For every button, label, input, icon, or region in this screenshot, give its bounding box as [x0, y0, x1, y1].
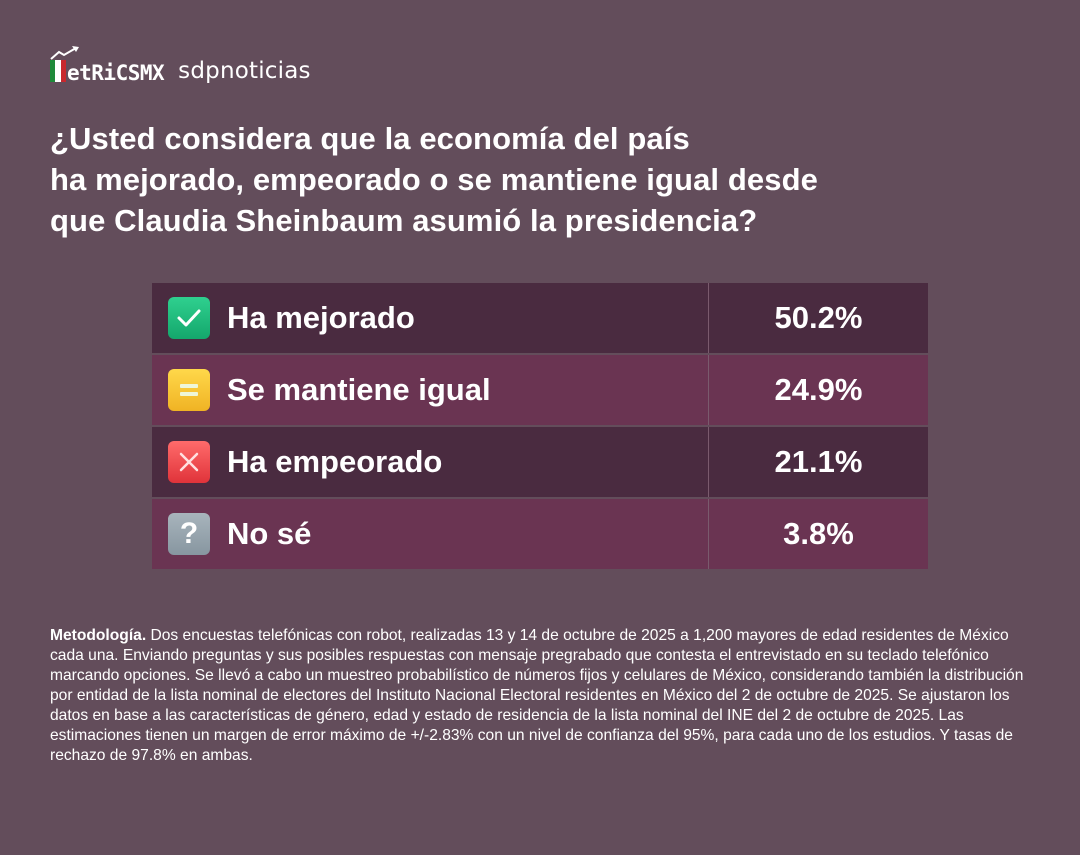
methodology-note: Metodología. Dos encuestas telefónicas c… — [50, 626, 1030, 766]
answer-label: Ha empeorado — [227, 444, 443, 479]
label-cell: Ha mejorado — [152, 283, 709, 353]
result-row-igual: Se mantiene igual 24.9% — [152, 355, 928, 425]
answer-value: 24.9% — [774, 372, 863, 407]
methodology-text: Dos encuestas telefónicas con robot, rea… — [50, 627, 1024, 764]
question-line: ha mejorado, empeorado o se mantiene igu… — [50, 162, 818, 197]
label-cell: ? No sé — [152, 499, 709, 569]
metricsmx-logo: etRiCSMX — [50, 46, 165, 85]
mexico-flag-icon — [50, 60, 66, 82]
trend-arrow-icon — [50, 46, 79, 60]
check-mark-icon — [168, 297, 210, 339]
cross-mark-icon — [168, 441, 210, 483]
equals-icon — [168, 369, 210, 411]
result-row-mejorado: Ha mejorado 50.2% — [152, 283, 928, 353]
answer-label: Se mantiene igual — [227, 372, 491, 407]
brand-header: etRiCSMX sdpnoticias — [50, 46, 311, 86]
methodology-heading: Metodología. — [50, 627, 147, 644]
answer-value: 3.8% — [783, 516, 854, 551]
brand-name: etRiCSMX — [67, 61, 165, 85]
answer-value: 21.1% — [774, 444, 863, 479]
question-line: que Claudia Sheinbaum asumió la presiden… — [50, 203, 758, 238]
results-table: Ha mejorado 50.2% Se mantiene igual 24.9… — [152, 283, 928, 571]
partner-name: sdpnoticias — [178, 58, 311, 84]
answer-label: No sé — [227, 516, 312, 551]
answer-value: 50.2% — [774, 300, 863, 335]
answer-label: Ha mejorado — [227, 300, 415, 335]
question-line: ¿Usted considera que la economía del paí… — [50, 121, 690, 156]
survey-question: ¿Usted considera que la economía del paí… — [50, 118, 950, 241]
result-row-no-se: ? No sé 3.8% — [152, 499, 928, 569]
question-mark-icon: ? — [168, 513, 210, 555]
label-cell: Se mantiene igual — [152, 355, 709, 425]
result-row-empeorado: Ha empeorado 21.1% — [152, 427, 928, 497]
label-cell: Ha empeorado — [152, 427, 709, 497]
